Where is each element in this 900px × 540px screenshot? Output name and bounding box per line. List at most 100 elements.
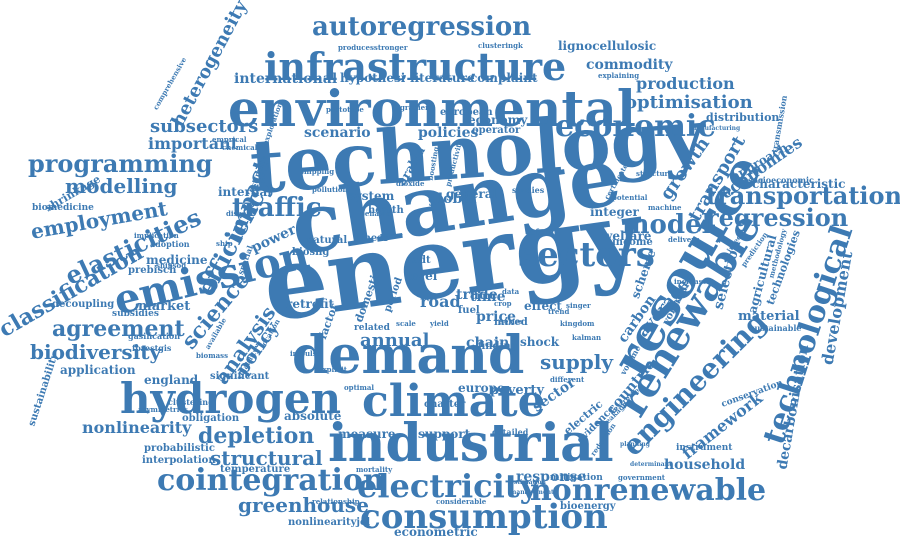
word: production — [636, 74, 735, 93]
word: gasification — [128, 331, 181, 341]
word: infrastructure — [264, 44, 567, 89]
word: price — [476, 309, 516, 325]
word: modelling — [65, 174, 178, 198]
word: chemical — [222, 143, 258, 152]
word: series — [500, 317, 524, 326]
word: biosng — [292, 247, 330, 258]
word: level — [406, 269, 438, 283]
word: explaining — [598, 71, 640, 80]
word: income — [612, 237, 653, 248]
word: explicit — [318, 365, 347, 374]
word: scenario — [304, 125, 371, 141]
word: decoupling — [52, 299, 115, 310]
word: adoption — [150, 239, 190, 249]
word: household — [664, 457, 746, 473]
word: road — [420, 292, 461, 311]
word: temperature — [220, 464, 291, 475]
word: cointegration — [157, 463, 385, 498]
word: biomass — [196, 351, 229, 360]
word: commodity — [586, 57, 673, 73]
word: behavior — [360, 209, 395, 218]
word: sectors — [518, 235, 655, 275]
word: socioeconomic — [748, 175, 814, 185]
word: planning — [620, 441, 650, 448]
word: potential — [612, 193, 648, 202]
word: paper — [380, 231, 403, 240]
word: policies — [418, 125, 479, 141]
word: integer — [590, 205, 639, 219]
word: annual — [360, 330, 430, 351]
word: shipping — [300, 167, 335, 176]
word: biomedicine — [32, 203, 94, 213]
word: implication — [134, 231, 179, 240]
word: management — [510, 489, 554, 496]
word: programming — [28, 149, 213, 178]
word: probabilistic — [144, 443, 215, 454]
word: global — [428, 191, 477, 207]
word: chain — [466, 335, 510, 351]
word: subsectors — [150, 116, 259, 137]
word: european — [440, 107, 493, 118]
word: linear — [356, 233, 389, 244]
word: shock — [520, 335, 560, 349]
word: application — [60, 363, 136, 377]
word: environmental — [228, 79, 636, 138]
word: ship — [216, 239, 233, 248]
word: demand — [292, 325, 525, 386]
word: absolute — [284, 409, 342, 423]
word: kalman — [572, 333, 602, 342]
word: regression — [706, 203, 849, 232]
word: relationship — [312, 497, 360, 506]
word: clustering — [168, 397, 214, 407]
word: dioxide — [396, 179, 425, 188]
word: producesstronger — [338, 43, 408, 52]
word: mixed — [494, 317, 528, 328]
word: hydrogen — [120, 374, 342, 423]
word: trend — [548, 307, 570, 316]
word: structural — [210, 446, 323, 470]
word: increase — [674, 277, 708, 286]
word: significant — [210, 371, 270, 382]
word: instrument — [676, 443, 733, 453]
word: finding — [478, 341, 518, 352]
word: agreement — [52, 316, 185, 342]
word: europe — [458, 381, 505, 395]
word: consumption — [360, 497, 608, 537]
word: studies — [512, 185, 545, 195]
word: greenhouse — [238, 493, 369, 517]
word: optimal — [344, 383, 375, 392]
word: complaint — [470, 71, 538, 85]
word: health — [368, 205, 404, 216]
word: electricity — [357, 467, 539, 505]
word: delivery — [668, 235, 699, 244]
word: considerable — [436, 497, 487, 506]
word: subsidies — [112, 309, 159, 319]
word: fuel — [458, 305, 480, 316]
word: system — [348, 189, 395, 203]
word: yield — [430, 319, 449, 328]
word: government — [618, 473, 666, 482]
word: structure — [636, 169, 673, 178]
word: distribution — [706, 111, 780, 124]
word: transportation — [706, 181, 900, 210]
word: mitigation — [550, 473, 603, 483]
word: poverty — [490, 383, 544, 398]
word: data — [502, 287, 520, 296]
word: natural — [306, 235, 348, 246]
word: impulse — [290, 349, 322, 358]
word: prebisch — [128, 265, 177, 276]
word: material — [738, 309, 800, 324]
word: model — [622, 210, 712, 240]
word: disease — [226, 209, 255, 218]
word: lignocellulosic — [558, 39, 657, 53]
word: aadt — [406, 255, 431, 266]
word: general — [446, 187, 498, 201]
word: related — [354, 323, 390, 333]
word: pollution — [312, 185, 348, 194]
word: estimation — [510, 479, 546, 486]
word: emprical — [212, 135, 247, 144]
word: asymmetries — [138, 405, 188, 414]
word: depletion — [198, 423, 315, 449]
word: singer — [566, 301, 591, 310]
word: international — [234, 71, 338, 87]
